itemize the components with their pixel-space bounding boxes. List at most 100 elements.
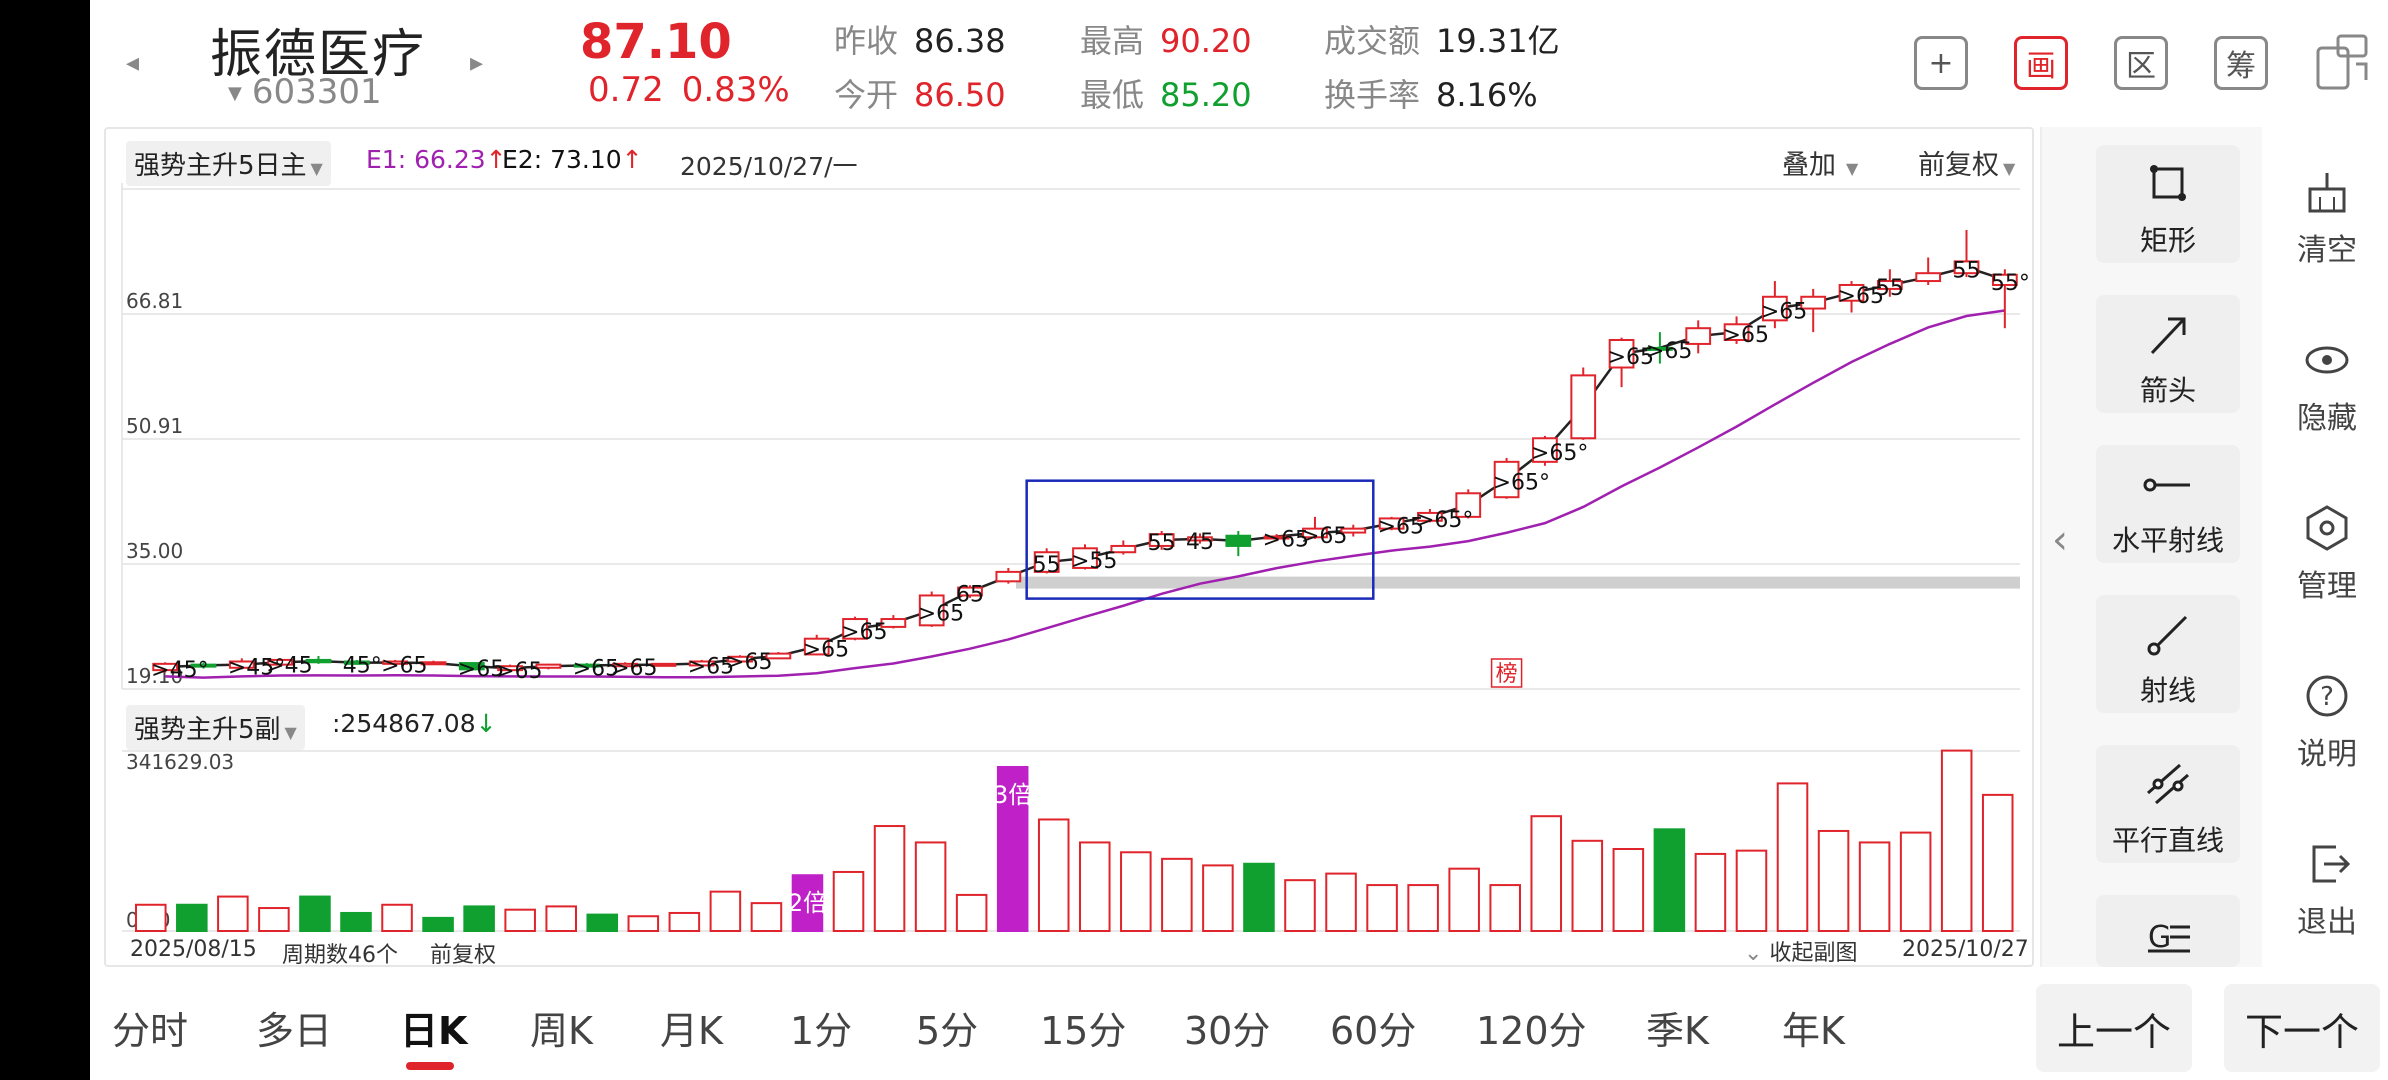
next-button[interactable]: 下一个 — [2224, 984, 2380, 1072]
add-watchlist-button[interactable]: + — [1914, 36, 1968, 90]
hide-button[interactable]: 隐藏 — [2264, 335, 2388, 437]
arrow-tool-button[interactable]: 箭头 — [2096, 295, 2240, 413]
tab-7[interactable]: 15分 — [1040, 1009, 1127, 1053]
tab-5[interactable]: 1分 — [790, 1009, 853, 1053]
volume-bar — [586, 913, 619, 932]
angle-label: >65 — [1723, 323, 1769, 348]
collapse-panel-icon[interactable]: ‹ — [2052, 517, 2068, 563]
stock-code: 603301 — [251, 72, 382, 112]
adjust-selector[interactable]: 前复权 ▼ — [1918, 150, 2016, 181]
sub-indicator-selector[interactable]: 强势主升5副 ▼ — [126, 705, 305, 750]
candle — [1263, 535, 1290, 540]
volume-bar — [750, 902, 783, 932]
kline-chart-panel[interactable]: 82.7166.8150.9135.0019.10>45°>45°>4545°>… — [104, 127, 2034, 968]
collapse-sub-chart-button[interactable]: ⌄ 收起副图 — [1744, 941, 1858, 966]
stock-code-selector[interactable]: ▼ 603301 — [228, 72, 382, 112]
angle-label: 45 — [1186, 530, 1214, 555]
candle — [1225, 534, 1252, 547]
y-tick-label-3: 35.00 — [126, 539, 183, 563]
volume-bar — [381, 903, 413, 933]
volume-bar — [1366, 884, 1398, 933]
candle — [190, 663, 217, 668]
rotate-screen-icon[interactable] — [2312, 30, 2374, 94]
candle — [1072, 547, 1098, 569]
candle — [612, 662, 638, 668]
tab-3[interactable]: 周K — [530, 1009, 593, 1053]
exit-button[interactable]: 退出 — [2264, 839, 2388, 941]
stock-chart-app: ◂ 振德医疗 ▼ 603301 ▸ 87.10 0.72 0.83% 昨收 86.38… — [90, 0, 2388, 1080]
volume-bar — [1037, 818, 1070, 932]
kline-chart[interactable]: 82.7166.8150.9135.0019.10>45°>45°>4545°>… — [106, 129, 2032, 965]
tab-9[interactable]: 60分 — [1330, 1009, 1417, 1053]
main-indicator-selector[interactable]: 强势主升5日主 ▼ — [126, 141, 331, 186]
candle — [1033, 551, 1060, 573]
prev-button[interactable]: 上一个 — [2036, 984, 2192, 1072]
volume-bar — [135, 903, 167, 933]
text-tool-icon: G — [2148, 920, 2190, 955]
angle-label: 65 — [956, 583, 984, 608]
range-button[interactable]: 区 — [2114, 36, 2168, 90]
horizontal-ray-icon — [2143, 478, 2190, 492]
volume-bar — [340, 911, 372, 933]
angle-label: >65 — [1646, 339, 1692, 364]
tab-4[interactable]: 月K — [660, 1009, 723, 1053]
tab-10[interactable]: 120分 — [1476, 1009, 1587, 1053]
angle-label: >65 — [1263, 528, 1309, 553]
candle — [803, 637, 830, 656]
tab-0[interactable]: 分时 — [112, 1009, 189, 1053]
candle — [1761, 295, 1788, 322]
tab-12[interactable]: 年K — [1782, 1009, 1845, 1053]
tab-11[interactable]: 季K — [1646, 1009, 1709, 1053]
stock-name: 振德医疗 — [210, 25, 427, 85]
candle — [1876, 280, 1903, 290]
prev-stock-icon[interactable]: ◂ — [126, 48, 140, 78]
candle — [1608, 338, 1635, 369]
ray-tool-button[interactable]: 射线 — [2096, 595, 2240, 713]
price-change: 0.72 0.83% — [588, 70, 808, 110]
angle-label: 55° — [1991, 271, 2030, 296]
manage-button[interactable]: 管理 — [2264, 503, 2388, 605]
sub-y-max: 341629.03 — [126, 750, 234, 774]
candle — [1953, 260, 1980, 275]
volume-bar — [1120, 851, 1152, 933]
sub-indicator-value: :254867.08↓ — [332, 709, 497, 738]
chips-button[interactable]: 筹 — [2214, 36, 2268, 90]
tab-6[interactable]: 5分 — [916, 1009, 979, 1053]
volume-bar — [791, 874, 824, 932]
next-stock-icon[interactable]: ▸ — [470, 48, 484, 78]
clear-button[interactable]: 清空 — [2264, 167, 2388, 269]
tab-8[interactable]: 30分 — [1184, 1009, 1271, 1053]
volume-bar — [1735, 849, 1768, 933]
angle-label: >65 — [688, 654, 734, 679]
candle — [535, 663, 562, 669]
tab-1[interactable]: 多日 — [256, 1009, 333, 1053]
volume-bar — [1817, 829, 1850, 933]
candle — [918, 594, 945, 627]
more-tool-button[interactable]: G — [2096, 895, 2240, 967]
hexagon-settings-icon — [2306, 505, 2348, 551]
rect-tool-button[interactable]: 矩形 — [2096, 145, 2240, 263]
volume-bar — [709, 890, 742, 933]
overlay-selector[interactable]: 叠加 ▼ — [1782, 150, 1859, 181]
angle-label: >65° — [1416, 508, 1473, 533]
volume-bar — [463, 905, 495, 933]
turnover: 成交额 19.31亿 — [1324, 22, 1560, 60]
current-price: 87.10 — [580, 14, 732, 70]
parallel-tool-button[interactable]: 平行直线 — [2096, 745, 2240, 863]
hline-tool-button[interactable]: 水平射线 — [2096, 445, 2240, 563]
angle-label: 55 — [1953, 258, 1981, 283]
volume-bar — [914, 841, 947, 932]
candle — [1148, 533, 1175, 547]
candle — [573, 663, 600, 668]
draw-button[interactable]: 画 — [2014, 36, 2068, 90]
help-button[interactable]: ? 说明 — [2264, 671, 2388, 773]
volume-bar — [1079, 841, 1111, 932]
tab-2[interactable]: 日K — [400, 1009, 468, 1053]
volume-bar — [996, 766, 1029, 932]
angle-label: >65 — [918, 601, 964, 626]
volume-bar — [1530, 815, 1563, 933]
angle-label: >65 — [381, 654, 427, 679]
arrow-icon — [2150, 317, 2186, 355]
angle-label: >45 — [266, 653, 312, 678]
exit-icon — [2312, 845, 2351, 883]
